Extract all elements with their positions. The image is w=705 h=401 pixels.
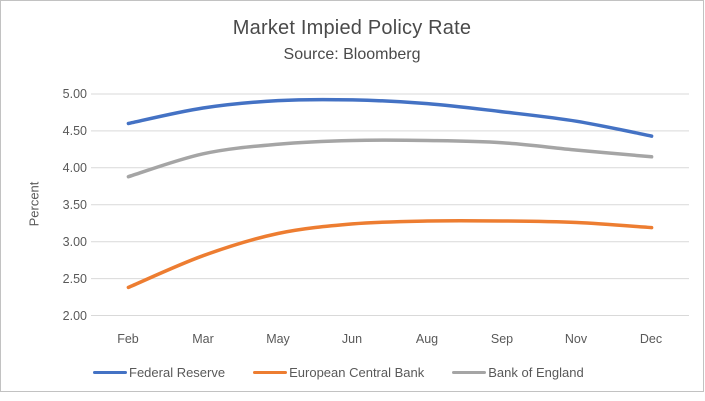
chart-subtitle: Source: Bloomberg (283, 46, 421, 63)
x-tick-label: Feb (117, 332, 139, 346)
x-tick-label: Aug (415, 332, 439, 346)
legend-line-swatch-federal-reserve (93, 370, 127, 375)
series-line-bank-of-england (126, 138, 654, 179)
x-tick-label: Dec (639, 332, 663, 346)
y-tick-label: 2.00 (62, 309, 87, 323)
x-tick-label: Mar (192, 332, 214, 346)
chart-frame: Market Impied Policy Rate Source: Bloomb… (0, 0, 704, 392)
x-tick-label: May (266, 332, 290, 346)
chart-legend: Federal Reserve European Central Bank Ba… (93, 365, 584, 380)
legend-label-bank-of-england: Bank of England (488, 365, 584, 380)
legend-line-swatch-european-central-bank (253, 370, 288, 375)
legend-label-european-central-bank: European Central Bank (289, 365, 425, 380)
y-tick-label: 4.50 (62, 124, 87, 138)
chart-title: Market Impied Policy Rate (232, 17, 472, 39)
gridlines (91, 93, 689, 316)
series-line-federal-reserve (126, 97, 654, 138)
y-tick-label: 2.50 (62, 272, 87, 286)
legend-item-european-central-bank: European Central Bank (253, 365, 424, 380)
legend-line-swatch-bank-of-england (452, 370, 487, 375)
y-tick-label: 5.00 (62, 87, 87, 101)
x-tick-label: Sep (490, 332, 514, 346)
legend-item-federal-reserve: Federal Reserve (93, 365, 225, 380)
legend-item-bank-of-england: Bank of England (452, 365, 584, 380)
y-tick-label: 4.00 (62, 161, 87, 175)
x-tick-label: Nov (564, 332, 588, 346)
y-tick-label: 3.50 (62, 198, 87, 212)
y-tick-label: 3.00 (62, 235, 87, 249)
legend-label-federal-reserve: Federal Reserve (129, 365, 226, 380)
series-line-european-central-bank (126, 218, 654, 290)
x-tick-label: Jun (341, 332, 363, 346)
